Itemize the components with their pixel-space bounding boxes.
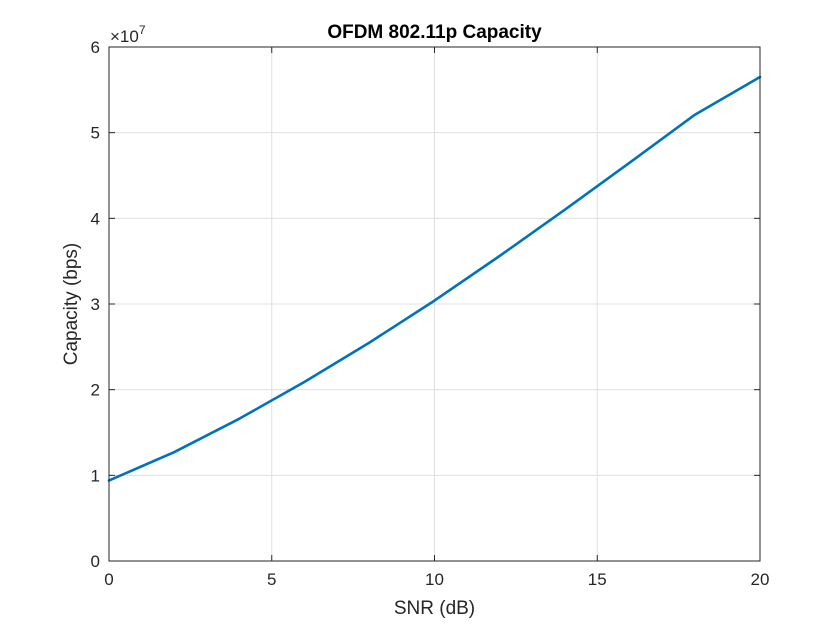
x-tick-label: 0 [104,570,113,589]
y-multiplier-base: ×10 [110,27,139,46]
y-multiplier: ×107 [110,23,146,46]
y-tick-label: 4 [91,209,100,228]
capacity-line [107,75,762,482]
grid [109,47,760,561]
y-tick-label: 5 [91,124,100,143]
y-tick-label: 2 [91,381,100,400]
y-tick-label: 0 [91,552,100,571]
y-axis-label: Capacity (bps) [61,243,82,366]
x-tick-label: 10 [425,570,444,589]
x-tick-label: 5 [267,570,276,589]
y-multiplier-exponent: 7 [139,23,146,37]
y-axis: 0 1 2 3 4 5 6 [91,38,760,571]
x-tick-label: 15 [588,570,607,589]
y-tick-label: 1 [91,466,100,485]
x-axis-label: SNR (dB) [394,598,475,619]
y-tick-label: 6 [91,38,100,57]
y-tick-label: 3 [91,295,100,314]
series-layer [107,75,762,482]
x-tick-label: 20 [751,570,770,589]
x-axis: 0 5 10 15 20 [104,47,769,589]
chart-title: OFDM 802.11p Capacity [327,22,542,43]
